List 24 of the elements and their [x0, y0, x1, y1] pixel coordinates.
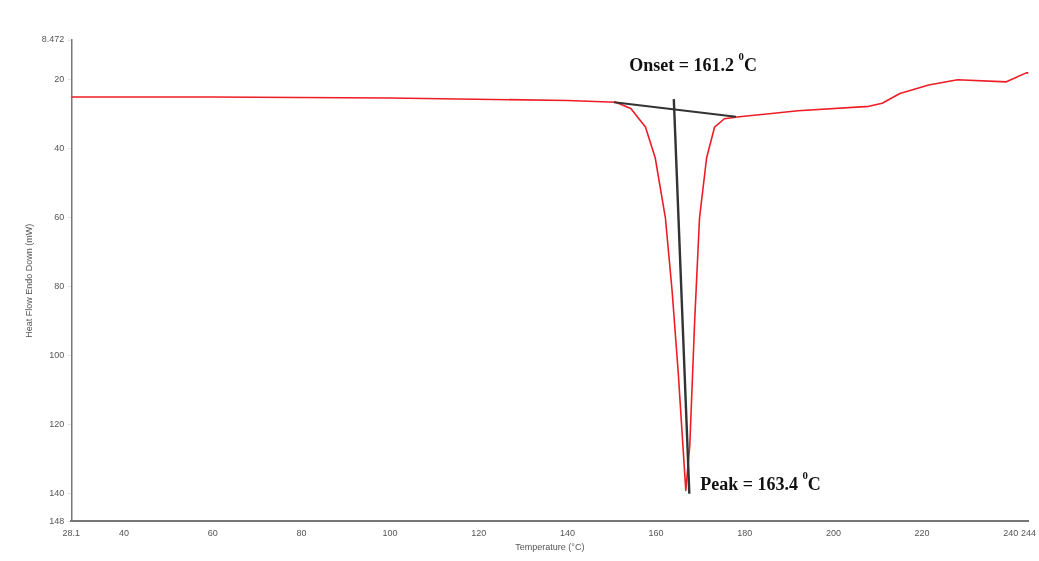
x-tick-label: 200 — [825, 528, 841, 539]
x-tick-label: 120 — [471, 528, 487, 539]
y-tick-label: 60 — [54, 212, 65, 223]
y-tick-label: 8.472 — [41, 34, 65, 45]
y-tick-label: 80 — [54, 281, 65, 292]
x-tick-label: 100 — [382, 528, 398, 539]
y-tick-label: 100 — [49, 350, 65, 361]
y-tick-label: 120 — [49, 419, 65, 430]
x-tick-label: 220 — [914, 528, 930, 539]
x-tick-label: 160 — [648, 528, 664, 539]
x-tick-label: 40 — [119, 528, 130, 539]
x-tick-label: 244 — [1020, 528, 1037, 539]
y-tick-label: 140 — [49, 488, 65, 499]
y-axis-title: Heat Flow Endo Down (mW) — [23, 223, 34, 338]
x-tick-label: 80 — [296, 528, 307, 539]
x-tick-label: 240 — [1003, 528, 1019, 539]
x-tick-label: 140 — [559, 528, 575, 539]
y-tick-label: 40 — [54, 143, 65, 154]
y-tick-label: 148 — [49, 515, 65, 526]
y-tick-label: 20 — [54, 74, 65, 85]
x-tick-label: 28.1 — [62, 528, 81, 539]
x-tick-label: 180 — [737, 528, 753, 539]
x-axis-title: Temperature (°C) — [515, 542, 585, 553]
x-tick-label: 60 — [207, 528, 218, 539]
